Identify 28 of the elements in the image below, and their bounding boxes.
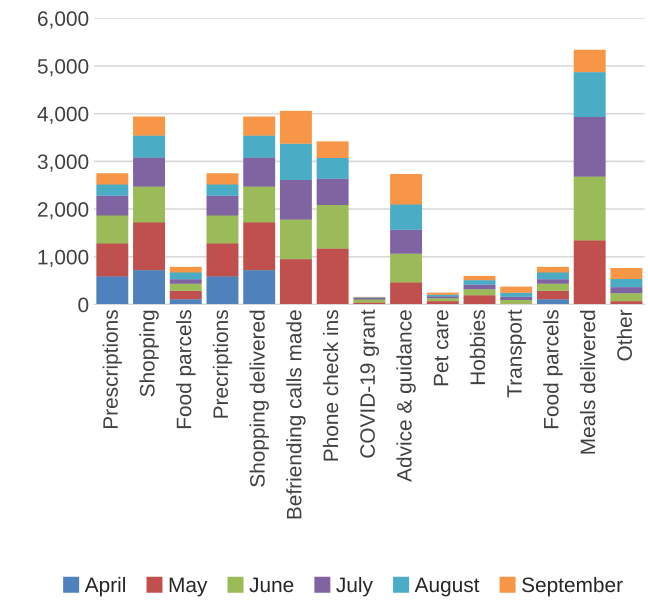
x-tick-label: Other: [616, 310, 632, 360]
x-tick-label: Hobbies: [470, 310, 486, 384]
x-tick-label: Food parcels: [543, 310, 563, 428]
legend-label: August: [414, 578, 480, 596]
x-tick-label: Befriending calls made: [286, 310, 306, 518]
x-tick-label: Shopping delivered: [249, 310, 269, 487]
legend-label: September: [522, 576, 623, 596]
x-tick-label: Pet care: [434, 310, 448, 386]
legend-label: April: [84, 576, 125, 596]
y-tick-label: 2,000: [38, 202, 88, 220]
x-tick-label: Transport: [507, 310, 526, 398]
x-tick-label: Advice & guidance: [396, 310, 416, 482]
x-tick-label: Meals delivered: [580, 310, 596, 454]
y-tick-label: 1,000: [38, 250, 88, 268]
legend-label: July: [336, 576, 373, 596]
legend-label: June: [249, 578, 294, 592]
y-tick-label: 3,000: [38, 154, 88, 172]
x-tick-label: Precriptions: [212, 310, 232, 418]
x-tick-label: Shopping: [139, 310, 159, 396]
y-tick-label: 6,000: [38, 11, 88, 28]
y-tick-label: 4,000: [37, 106, 88, 124]
x-tick-label: COVID-19 grant: [360, 310, 380, 458]
x-tick-label: Prescriptions: [102, 310, 122, 428]
x-tick-label: Food parcels: [176, 310, 196, 428]
x-tick-label: Phone check ins: [322, 310, 338, 461]
y-tick-label: 5,000: [38, 58, 88, 76]
y-tick-label: 0: [78, 298, 88, 312]
legend-label: May: [170, 578, 208, 596]
